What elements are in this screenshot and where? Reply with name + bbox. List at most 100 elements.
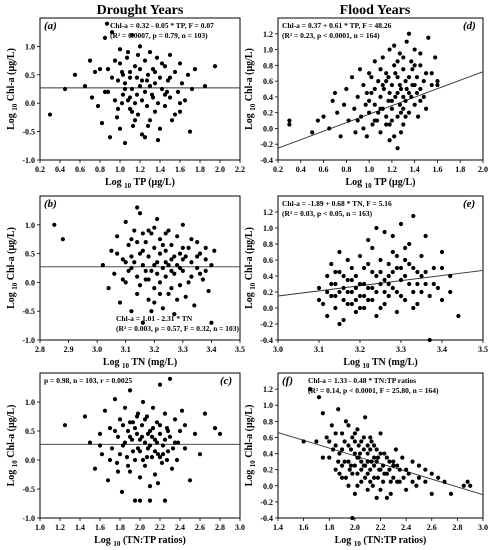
data-point-b-36 [163,274,168,279]
data-point-c-40 [152,472,158,477]
data-point-b-58 [200,277,205,282]
data-point-a-58 [167,52,173,58]
data-point-c-18 [125,428,131,434]
data-point-c-79 [145,431,151,436]
data-point-e-76 [333,293,338,299]
data-point-b-75 [172,254,177,259]
data-point-e-24 [370,297,375,303]
data-point-f-83 [387,467,392,472]
plot-frame-e [277,195,484,341]
data-point-f-86 [336,459,341,464]
data-point-a-11 [104,21,110,26]
data-point-e-5 [329,261,334,267]
data-point-d-65 [421,94,426,99]
x-tick-label-c-7: 2.4 [175,523,185,532]
data-point-b-84 [120,277,125,282]
data-point-c-93 [144,455,150,460]
panel-label-b: (b) [44,198,57,210]
data-point-e-27 [374,313,379,319]
y-tick-label-d-7: 1.0 [263,46,273,55]
data-point-a-95 [105,67,111,72]
data-point-f-10 [337,451,342,456]
data-point-d-19 [361,82,366,88]
y-tick-label-f-0: -0.4 [260,514,273,523]
data-point-f-92 [371,455,377,460]
data-point-f-81 [375,475,381,480]
data-point-b-79 [155,271,160,276]
data-point-d-8 [335,110,340,115]
data-point-b-17 [137,251,143,256]
data-point-c-85 [140,457,146,463]
data-point-f-99 [333,431,338,436]
y-tick-label-e-5: 0.6 [263,256,273,265]
data-point-e-37 [394,265,399,271]
data-point-e-56 [439,297,445,303]
y-axis-title-e: Log 10 Chl-a (μg/L) [244,227,257,309]
x-tick-label-a-10: 2.2 [235,165,245,174]
data-point-d-54 [404,39,409,44]
data-point-d-10 [341,102,347,107]
data-point-b-87 [186,280,191,285]
data-point-e-6 [333,281,338,287]
data-point-d-67 [423,106,429,111]
data-point-a-90 [202,84,208,89]
data-point-e-28 [378,257,383,263]
x-tick-label-f-6: 2.6 [427,523,437,532]
y-axis-title-f: Log 10 Chl-a (μg/L) [244,405,257,487]
data-point-c-56 [174,457,180,463]
data-point-e-96 [382,289,387,295]
data-point-d-26 [372,59,377,64]
data-point-c-92 [134,414,140,419]
data-point-c-98 [127,420,133,425]
data-point-f-13 [342,459,347,464]
data-point-a-0 [47,112,53,117]
data-point-c-58 [179,408,185,413]
data-point-a-35 [137,84,143,89]
data-point-b-96 [203,268,208,273]
data-point-c-99 [139,434,145,439]
data-point-e-89 [362,293,367,299]
data-point-c-86 [150,426,156,431]
data-point-f-114 [429,471,434,476]
data-point-f-96 [404,467,409,472]
data-point-a-70 [127,69,133,75]
data-point-b-44 [175,234,180,239]
x-tick-label-c-4: 1.8 [115,523,125,532]
data-point-f-95 [395,463,400,468]
data-point-a-10 [102,35,108,40]
data-point-c-75 [157,423,163,428]
data-point-b-14 [132,228,137,233]
data-point-c-61 [192,431,198,436]
data-point-a-1 [62,86,68,92]
data-point-e-52 [427,337,432,343]
data-point-c-8 [107,426,113,431]
x-tick-label-b-7: 3.5 [235,345,245,354]
y-tick-label-f-6: 0.8 [263,417,273,426]
data-point-b-28 [152,286,157,291]
y-tick-label-f-2: 0.0 [263,482,273,491]
data-point-e-93 [337,321,342,327]
data-point-f-55 [429,491,434,496]
data-point-f-87 [343,475,349,480]
y-tick-label-b-2: 0.0 [25,278,35,287]
x-tick-label-b-5: 3.3 [178,345,188,354]
data-point-b-51 [186,245,191,250]
x-tick-label-a-5: 1.2 [135,165,145,174]
data-point-e-69 [419,289,424,295]
data-point-f-101 [352,431,357,436]
data-point-f-60 [468,483,473,488]
data-point-f-82 [380,463,386,468]
data-point-b-33 [160,265,165,271]
data-point-b-47 [180,268,185,273]
y-tick-label-c-2: 0.0 [25,456,35,465]
data-point-e-74 [398,293,404,299]
data-point-c-52 [167,434,173,439]
data-point-b-73 [149,309,154,314]
data-point-a-91 [129,109,135,114]
x-tick-label-c-3: 1.6 [95,523,105,532]
data-point-f-31 [368,435,373,440]
data-point-e-23 [366,237,371,243]
data-point-b-50 [183,294,188,299]
data-point-e-95 [366,261,371,267]
x-axis-title-f: Log 10 (TN:TP ratios) [335,535,427,548]
